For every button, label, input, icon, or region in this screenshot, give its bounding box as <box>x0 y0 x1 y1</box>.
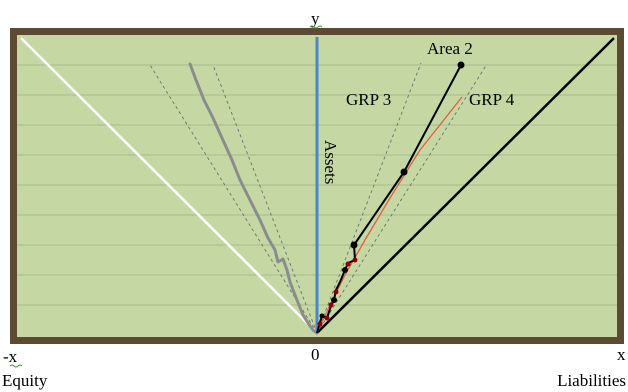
spellcheck-squiggle-icon <box>9 364 23 368</box>
neg-x-axis-label: -x <box>3 347 18 366</box>
assets-label: Assets <box>321 140 340 184</box>
spellcheck-squiggle-icon <box>309 25 323 29</box>
area2-point <box>350 241 358 249</box>
dashed-guide-grp3 <box>316 62 422 334</box>
area2-points <box>319 61 465 319</box>
red-point <box>328 302 334 308</box>
area2-point <box>342 267 348 273</box>
area2-point <box>331 297 337 303</box>
red-points <box>317 257 358 327</box>
dashed-guides <box>149 62 488 334</box>
gray-path <box>188 62 319 335</box>
liabilities-label: Liabilities <box>557 371 626 390</box>
equity-label: Equity <box>2 371 48 390</box>
equity-line <box>20 37 318 334</box>
y-axis-label: y <box>311 9 320 28</box>
red-point <box>317 321 323 327</box>
red-point <box>324 315 330 321</box>
red-point <box>352 257 358 263</box>
dashed-guide-left-outer <box>149 64 318 334</box>
red-point <box>333 289 339 295</box>
grp4-label: GRP 4 <box>469 90 515 109</box>
area2-point <box>319 313 325 319</box>
grp3-label: GRP 3 <box>346 90 391 109</box>
area2-label: Area 2 <box>427 39 473 58</box>
area2-point <box>457 61 465 69</box>
dashed-guide-grp4 <box>316 63 488 334</box>
red-point <box>345 261 351 267</box>
pos-x-axis-label: x <box>617 345 626 364</box>
liabilities-line <box>316 37 615 334</box>
origin-label: 0 <box>311 345 320 364</box>
area2-point <box>400 168 408 176</box>
